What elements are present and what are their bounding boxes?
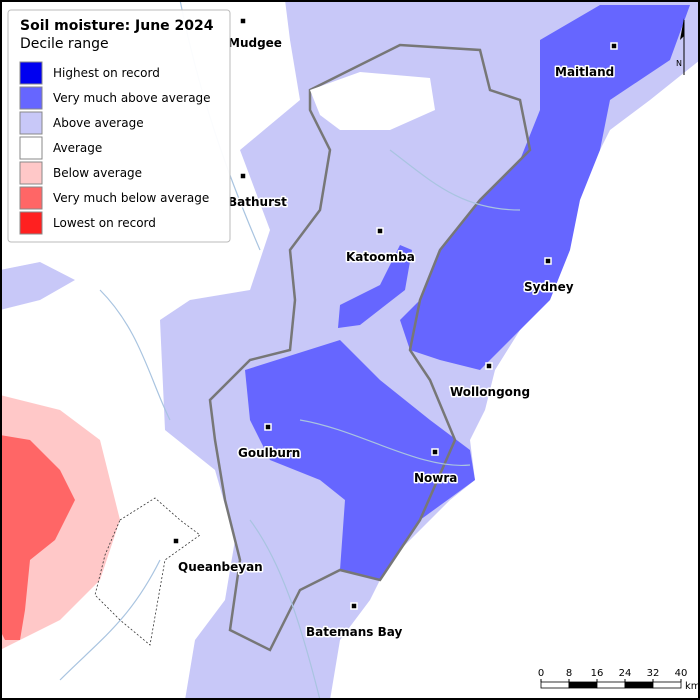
scale-segment <box>596 681 626 689</box>
place-label: Queanbeyan <box>178 560 263 574</box>
place-marker <box>431 448 439 456</box>
place-label: Nowra <box>414 471 457 485</box>
place-marker <box>264 423 272 431</box>
region-very-much-above <box>245 340 475 580</box>
scale-label: 0 <box>538 668 544 679</box>
place-marker <box>172 537 180 545</box>
legend-label: Very much above average <box>53 91 211 105</box>
legend-box <box>7 9 231 243</box>
region-very-much-below <box>0 435 75 640</box>
legend-swatch <box>19 111 43 135</box>
place-label: Mudgee <box>228 36 282 50</box>
place-label: Batemans Bay <box>306 625 402 639</box>
place-marker <box>544 257 552 265</box>
legend-swatch <box>19 186 43 210</box>
legend-subtitle: Decile range <box>20 36 109 52</box>
scale-segment <box>568 681 598 689</box>
place-marker <box>610 42 618 50</box>
legend-swatch <box>19 136 43 160</box>
region-very-much-above <box>338 245 412 328</box>
place-marker <box>485 362 493 370</box>
place-label: Maitland <box>555 65 614 79</box>
place-marker <box>239 172 247 180</box>
scale-label: 40 <box>675 668 688 679</box>
scale-unit: km <box>685 681 700 692</box>
legend-label: Average <box>53 141 102 155</box>
legend-label: Highest on record <box>53 66 160 80</box>
act-border <box>94 497 201 646</box>
legend-swatch <box>19 161 43 185</box>
scale-label: 16 <box>591 668 604 679</box>
catchment-boundary <box>208 43 532 652</box>
north-label: N <box>676 59 682 68</box>
region-very-much-above <box>400 5 690 370</box>
place-marker <box>239 17 247 25</box>
legend-swatch <box>19 211 43 235</box>
legend-label: Very much below average <box>53 191 209 205</box>
place-label: Goulburn <box>238 446 300 460</box>
place-label: Bathurst <box>228 195 287 209</box>
place-label: Sydney <box>524 280 574 294</box>
scale-label: 8 <box>566 668 572 679</box>
north-arrow-head <box>680 18 684 40</box>
region-above-average <box>0 262 75 310</box>
legend-title: Soil moisture: June 2024 <box>20 18 214 34</box>
place-label: Katoomba <box>346 250 415 264</box>
scale-segment <box>624 681 654 689</box>
legend-label: Below average <box>53 166 142 180</box>
place-label: Wollongong <box>450 385 530 399</box>
scale-label: 32 <box>647 668 660 679</box>
scale-label: 24 <box>619 668 632 679</box>
legend-label: Lowest on record <box>53 216 156 230</box>
place-marker <box>376 227 384 235</box>
scale-segment <box>652 681 682 689</box>
excluded-area <box>310 72 435 130</box>
legend-swatch <box>19 61 43 85</box>
legend-label: Above average <box>53 116 144 130</box>
legend-swatch <box>19 86 43 110</box>
place-marker <box>350 602 358 610</box>
scale-segment <box>540 681 570 689</box>
